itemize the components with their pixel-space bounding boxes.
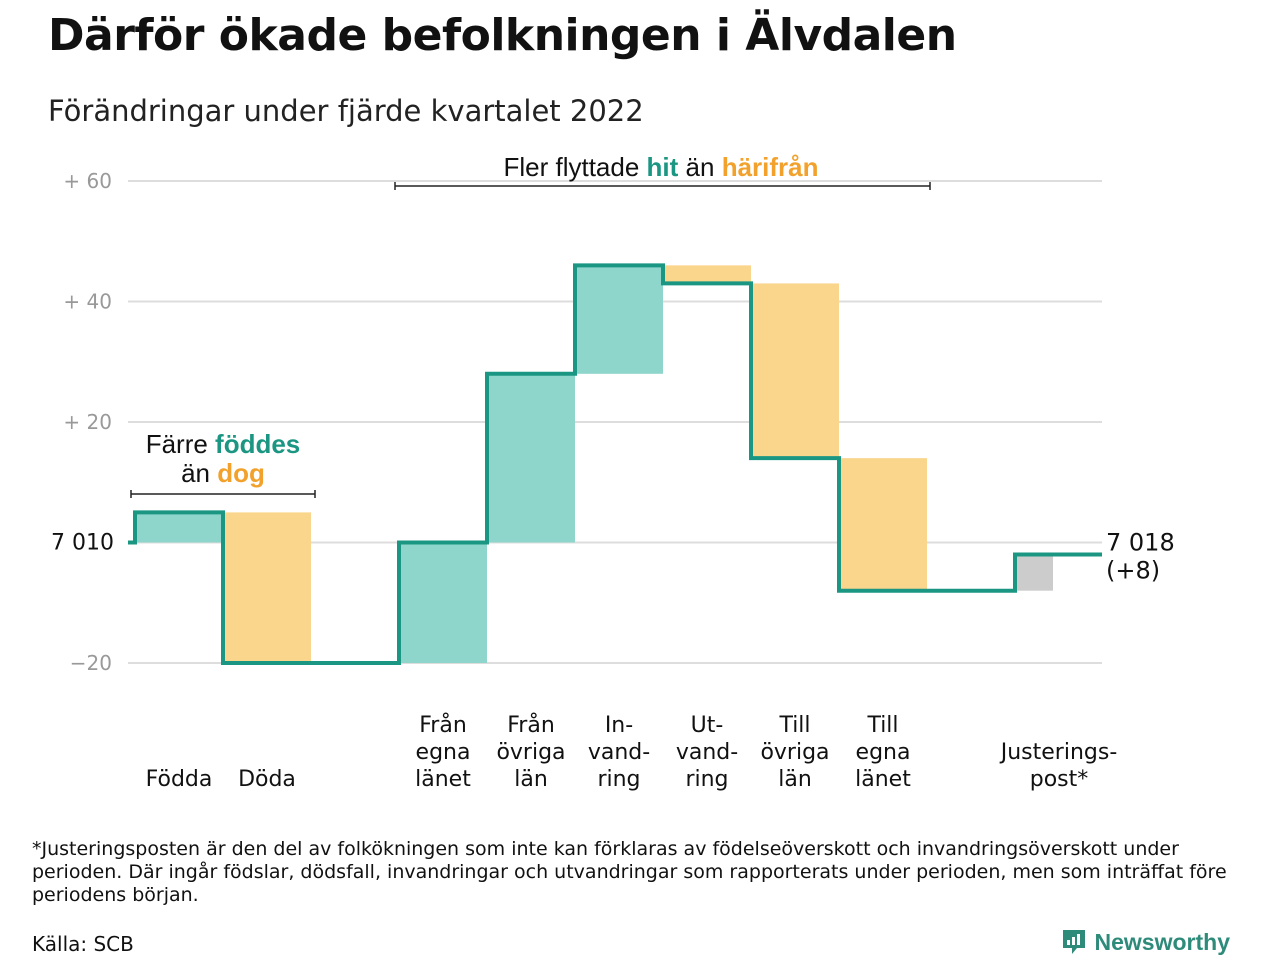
- x-category-label: län: [514, 767, 548, 792]
- x-category-label: län: [778, 767, 812, 792]
- annotation-migration: Fler flyttade hit än härifrån: [503, 152, 818, 182]
- annotation-segment: dog: [217, 458, 265, 488]
- y-tick-label: −20: [70, 651, 112, 675]
- waterfall-bar: [135, 512, 223, 543]
- brand-name: Newsworthy: [1094, 928, 1230, 955]
- x-category-label: post*: [1030, 767, 1089, 792]
- x-category-label: Från: [419, 712, 467, 738]
- x-category-label: ring: [597, 767, 640, 792]
- x-category-label: egna: [416, 740, 471, 765]
- waterfall-bar: [751, 283, 839, 459]
- waterfall-bar: [399, 542, 487, 663]
- source-label: Källa: SCB: [32, 932, 134, 956]
- x-category-label: övriga: [760, 740, 829, 765]
- end-value-label: 7 018: [1106, 529, 1175, 557]
- x-category-label: Döda: [238, 767, 296, 792]
- x-category-label: vand-: [676, 740, 738, 765]
- y-tick-label: + 60: [63, 169, 112, 193]
- annotation-segment: Färre: [146, 429, 215, 459]
- annotation-births-deaths: Färre föddes: [146, 429, 301, 459]
- waterfall-bar: [575, 265, 663, 374]
- x-category-label: Till: [778, 713, 810, 738]
- annotation-segment: föddes: [215, 429, 300, 459]
- waterfall-bar: [663, 265, 751, 284]
- footnote: *Justeringsposten är den del av folkökni…: [32, 838, 1227, 906]
- waterfall-bar: [839, 458, 927, 591]
- x-category-label: vand-: [588, 740, 650, 765]
- end-change-label: (+8): [1106, 557, 1160, 585]
- waterfall-bar: [487, 373, 575, 543]
- x-category-label: Ut-: [691, 713, 724, 738]
- annotation-segment: hit: [647, 152, 679, 182]
- x-category-label: Justerings-: [999, 740, 1118, 765]
- y-tick-label: 7 010: [51, 531, 114, 556]
- chart-subtitle: Förändringar under fjärde kvartalet 2022: [48, 94, 644, 128]
- x-category-label: egna: [856, 740, 911, 765]
- newsworthy-logo-icon: [1062, 930, 1085, 954]
- x-category-label: länet: [855, 767, 911, 792]
- annotation-segment: än: [678, 152, 721, 182]
- x-category-label: Till: [866, 713, 898, 738]
- brand-logo: Newsworthy: [1061, 928, 1230, 956]
- x-category-label: Från: [507, 712, 555, 738]
- x-category-label: In-: [605, 713, 633, 738]
- annotation-births-deaths: än dog: [181, 458, 265, 488]
- x-category-label: ring: [685, 767, 728, 792]
- y-tick-label: + 20: [63, 410, 112, 434]
- cumulative-step-line: [128, 263, 1102, 665]
- waterfall-bar: [223, 512, 311, 663]
- annotation-segment: Fler flyttade: [503, 152, 646, 182]
- annotation-segment: härifrån: [722, 152, 819, 182]
- x-category-label: Födda: [146, 767, 213, 792]
- x-category-label: övriga: [496, 740, 565, 765]
- waterfall-bar: [1015, 554, 1053, 591]
- annotation-segment: än: [181, 458, 217, 488]
- chart-title: Därför ökade befolkningen i Älvdalen: [48, 10, 957, 61]
- y-tick-label: + 40: [63, 290, 112, 314]
- x-category-label: länet: [415, 767, 471, 792]
